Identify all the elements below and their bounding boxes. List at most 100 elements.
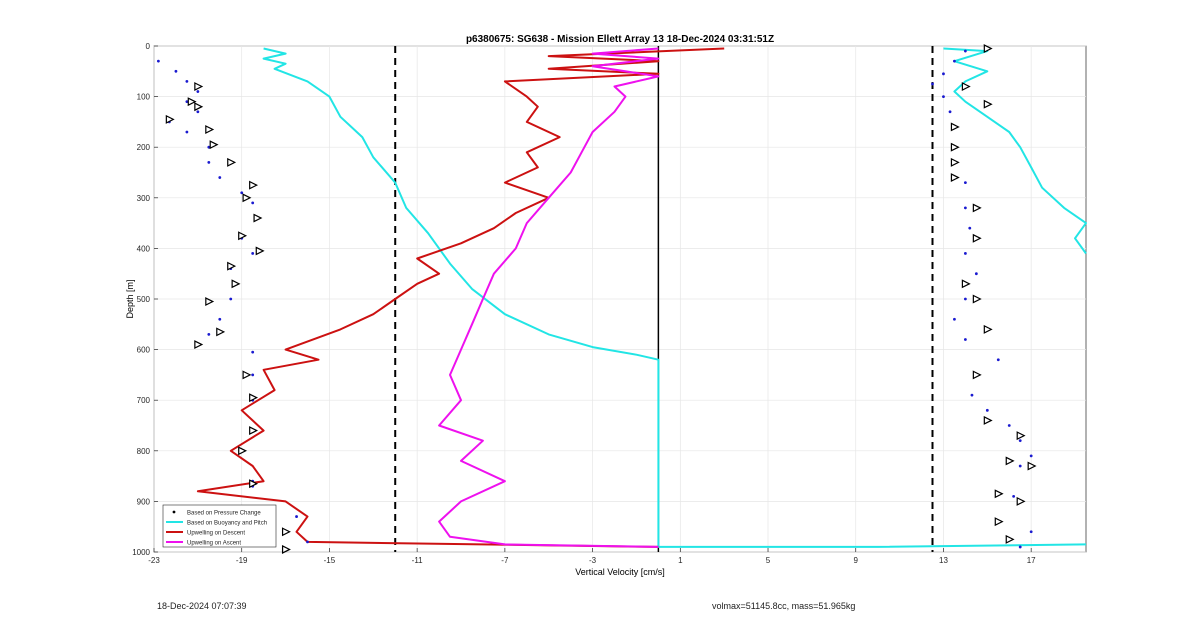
triangle-marker: [1027, 461, 1037, 471]
y-tick-label: 0: [146, 42, 151, 51]
x-tick-label: -19: [236, 556, 248, 565]
x-tick-label: -23: [148, 556, 160, 565]
timestamp-footer: 18-Dec-2024 07:07:39: [157, 601, 247, 611]
x-tick-label: -7: [501, 556, 509, 565]
pressure-change-point: [207, 160, 211, 164]
triangle-marker: [950, 122, 960, 132]
pressure-change-point: [185, 130, 189, 134]
pressure-change-point: [974, 272, 978, 276]
pressure-change-point: [963, 181, 967, 185]
triangle-marker: [187, 97, 197, 107]
y-axis-label: Depth [m]: [125, 279, 135, 318]
pressure-change-point: [207, 145, 211, 149]
pressure-change-point: [963, 206, 967, 210]
triangle-marker: [238, 446, 248, 456]
triangle-marker: [961, 279, 971, 289]
pressure-change-point: [963, 252, 967, 255]
pressure-change-point: [942, 72, 945, 76]
pressure-change-point: [953, 59, 956, 63]
pressure-change-point: [1029, 530, 1033, 534]
x-tick-label: -11: [412, 556, 424, 565]
triangle-marker: [950, 157, 960, 167]
triangle-marker: [983, 44, 993, 54]
legend: Based on Pressure Change Based on Buoyanc…: [162, 504, 277, 548]
y-tick-label: 800: [137, 447, 151, 456]
triangle-marker: [994, 489, 1004, 499]
x-tick-label: -3: [589, 556, 597, 565]
pressure-change-point: [196, 110, 200, 114]
x-tick-label: -15: [324, 556, 336, 565]
triangle-marker: [972, 294, 982, 304]
y-tick-label: 200: [137, 143, 151, 152]
y-tick-label: 500: [137, 295, 151, 304]
series-line: [943, 47, 1087, 255]
series-line: [438, 47, 660, 548]
triangle-marker: [950, 173, 960, 183]
x-tick-label: 9: [854, 556, 859, 565]
pressure-change-point: [953, 317, 956, 321]
triangle-marker: [972, 233, 982, 243]
triangle-marker: [249, 180, 259, 190]
triangle-marker: [205, 125, 215, 134]
grid: [153, 45, 1086, 553]
pressure-change-point: [218, 317, 222, 321]
triangle-marker: [165, 114, 175, 124]
x-tick-label: 17: [1027, 556, 1036, 565]
pressure-change-point: [207, 333, 211, 336]
pressure-change-point: [996, 358, 1000, 362]
pressure-change-point: [1007, 424, 1011, 427]
triangle-marker: [231, 279, 241, 289]
triangle-marker: [242, 370, 252, 380]
triangle-marker: [1016, 496, 1026, 506]
pressure-change-point: [948, 110, 952, 114]
triangle-marker: [194, 102, 204, 112]
triangle-marker: [253, 213, 263, 223]
triangle-marker: [950, 142, 960, 152]
pressure-change-point: [306, 540, 309, 544]
pressure-change-point: [251, 373, 255, 377]
triangle-marker: [238, 231, 248, 241]
triangle-marker: [194, 340, 204, 350]
pressure-change-point: [985, 408, 989, 412]
pressure-change-point: [963, 49, 967, 53]
series-line: [262, 47, 1087, 548]
pressure-change-point: [185, 100, 189, 104]
data-series: [156, 44, 1087, 554]
triangle-marker: [994, 517, 1004, 527]
pressure-change-point: [251, 252, 255, 255]
pressure-change-point: [1018, 545, 1022, 549]
y-tick-label: 100: [137, 93, 151, 102]
x-tick-label: 13: [939, 556, 948, 565]
triangle-marker: [983, 324, 993, 334]
triangle-marker: [1005, 534, 1015, 544]
triangle-marker: [194, 82, 204, 91]
triangle-marker: [281, 527, 291, 537]
pressure-change-point: [963, 338, 967, 341]
pressure-change-point: [185, 80, 189, 83]
legend-label: Based on Buoyancy and Pitch: [187, 521, 267, 527]
y-tick-label: 600: [137, 346, 151, 355]
triangle-marker: [249, 393, 259, 403]
triangle-marker: [1016, 431, 1026, 441]
triangle-marker: [983, 99, 993, 109]
triangle-marker: [216, 327, 226, 337]
y-tick-label: 1000: [132, 548, 150, 557]
series-line: [196, 47, 725, 548]
triangle-marker: [972, 203, 982, 213]
triangle-marker: [242, 193, 252, 203]
legend-label: Based on Pressure Change: [187, 511, 261, 517]
pressure-change-point: [1012, 494, 1016, 498]
pressure-change-point: [963, 297, 967, 301]
axes: -23 -19 -15 -11 -7 -3 1 5 9 13 17 0 100 200 300 400 500 6…: [132, 42, 1036, 565]
volume-mass-footer: volmax=51145.8cc, mass=51.965kg: [712, 601, 856, 611]
chart-title: p6380675: SG638 - Mission Ellett Array 1…: [466, 34, 774, 45]
triangle-marker: [255, 246, 265, 256]
pressure-change-point: [251, 201, 255, 205]
legend-swatch: [172, 510, 176, 514]
pressure-change-point: [1018, 439, 1022, 443]
x-axis-label: Vertical Velocity [cm/s]: [575, 567, 665, 577]
pressure-change-point: [251, 350, 255, 354]
pressure-change-point: [295, 515, 298, 518]
triangle-marker: [972, 370, 982, 380]
